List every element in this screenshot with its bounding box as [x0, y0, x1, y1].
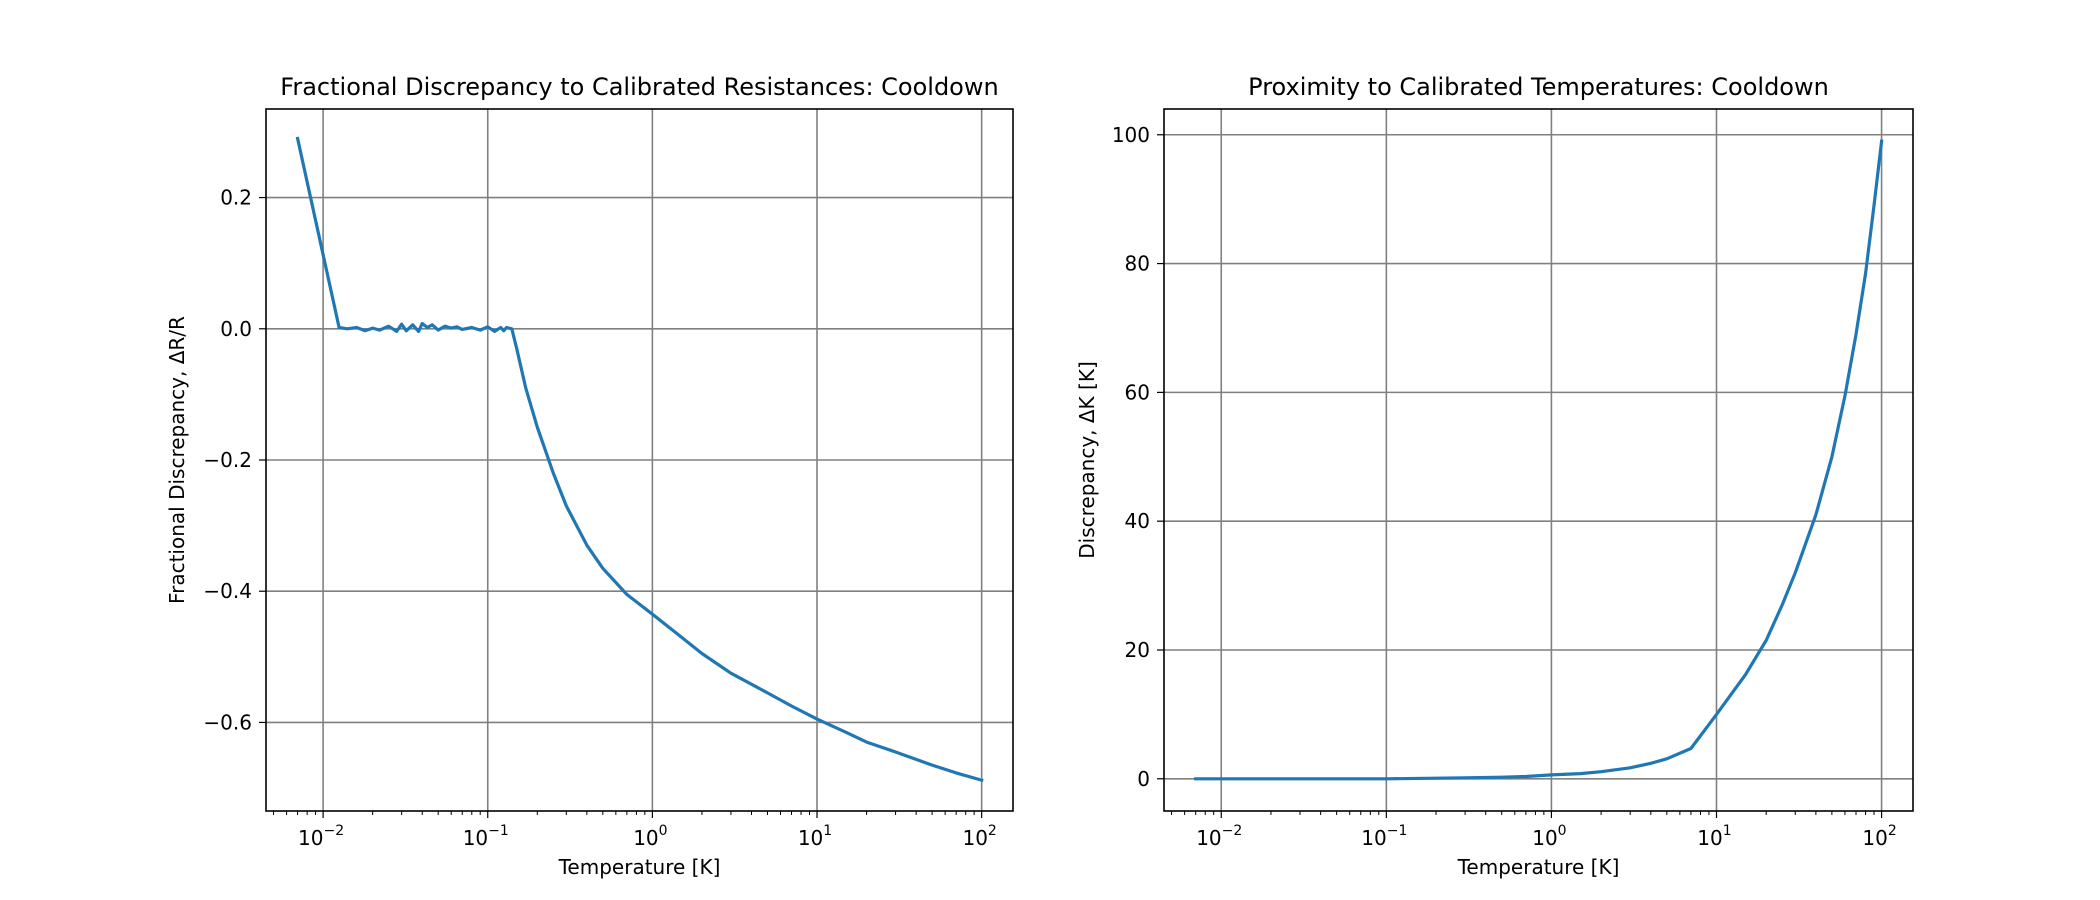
x-tick-label: 100	[1532, 823, 1566, 850]
y-tick-label: 80	[1125, 252, 1150, 276]
y-tick-label: 0.0	[220, 317, 252, 341]
x-tick-label: 102	[962, 823, 996, 850]
chart-title: Proximity to Calibrated Temperatures: Co…	[1248, 73, 1829, 101]
series-line	[295, 136, 984, 783]
y-tick-label: −0.6	[203, 710, 252, 734]
x-tick-label: 101	[798, 823, 832, 850]
chart-resistance-discrepancy: 10−2 10−1 100 101 102 0.2 0.0 −0.2 −0.4 −0.6 Fract…	[165, 73, 1014, 879]
x-tick-label: 10−1	[1361, 823, 1407, 850]
x-tick-label: 10−2	[1196, 823, 1242, 850]
y-axis-label: Fractional Discrepancy, ΔR/R	[165, 316, 189, 604]
axes-frame	[1163, 108, 1914, 812]
axes-frame	[265, 108, 1014, 812]
x-tick-label: 10−2	[298, 823, 344, 850]
y-tick-label: −0.2	[203, 448, 252, 472]
y-tick-label: −0.4	[203, 579, 252, 603]
series-line	[1194, 139, 1884, 781]
x-tick-label: 102	[1862, 823, 1896, 850]
y-tick-label: 20	[1125, 638, 1150, 662]
y-tick-label: 40	[1125, 509, 1150, 533]
y-tick-label: 0	[1137, 767, 1150, 791]
x-tick-label: 101	[1697, 823, 1731, 850]
y-tick-label: 0.2	[220, 186, 252, 210]
chart-title: Fractional Discrepancy to Calibrated Res…	[280, 73, 998, 101]
y-tick-label: 60	[1125, 380, 1150, 404]
x-axis-label: Temperature [K]	[1457, 855, 1620, 879]
x-axis-label: Temperature [K]	[558, 855, 721, 879]
y-axis-label: Discrepancy, ΔK [K]	[1075, 361, 1099, 559]
y-tick-label: 100	[1112, 123, 1150, 147]
x-tick-label: 10−1	[463, 823, 509, 850]
x-tick-label: 100	[633, 823, 667, 850]
chart-temperature-discrepancy: 10−2 10−1 100 101 102 0 20 40 60 80 100 Proximity t…	[1075, 73, 1914, 879]
